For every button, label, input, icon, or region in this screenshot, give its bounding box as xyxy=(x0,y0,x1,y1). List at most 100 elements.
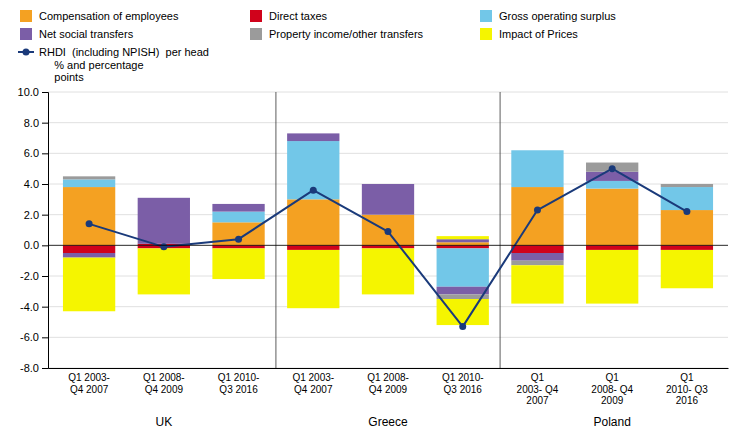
bar-segment xyxy=(586,181,638,189)
x-tick-label: Q12008- Q42009 xyxy=(591,372,633,406)
line-series xyxy=(86,165,691,330)
y-tick-mark xyxy=(42,245,48,246)
y-tick: -4.0 xyxy=(20,301,48,313)
group-label: Greece xyxy=(368,415,408,429)
bar-segment xyxy=(287,133,339,134)
y-tick: 10.0 xyxy=(18,86,48,98)
bar-segment xyxy=(511,261,563,266)
x-tick: Q1 2008-Q4 2009 xyxy=(143,368,185,395)
bar-segment xyxy=(661,184,713,187)
bar-segment xyxy=(287,133,339,141)
bar-segment xyxy=(63,176,115,177)
bar-segment xyxy=(287,245,339,250)
bar-segment xyxy=(138,248,190,294)
x-tick-label: Q12010- Q32016 xyxy=(666,372,708,406)
y-axis: -8.0-6.0-4.0-2.00.02.04.06.08.010.0 xyxy=(18,86,49,374)
legend-item: Property income/other transfers xyxy=(250,28,424,40)
legend-item: Direct taxes xyxy=(250,10,328,22)
line-marker xyxy=(609,165,616,172)
x-tick: Q1 2003-Q4 2007 xyxy=(68,368,110,395)
y-tick-label: -4.0 xyxy=(20,301,39,313)
bar-segment xyxy=(63,187,115,245)
x-tick-label: Q1 2003-Q4 2007 xyxy=(68,372,110,395)
bar-segment xyxy=(287,250,339,308)
legend-swatch xyxy=(250,10,262,22)
bar-segment xyxy=(586,162,638,163)
y-tick: 0.0 xyxy=(24,239,48,251)
legend-item: Compensation of employees xyxy=(20,10,179,22)
bar-segment xyxy=(287,199,339,245)
bar-segment xyxy=(511,253,563,261)
grid-line xyxy=(48,245,728,246)
bar-segment xyxy=(511,265,563,303)
bar-segment xyxy=(586,245,638,250)
y-tick: 4.0 xyxy=(24,178,48,190)
bar-segment xyxy=(661,250,713,288)
bar-segment xyxy=(437,239,489,242)
y-tick-label: 8.0 xyxy=(24,117,39,129)
x-axis: Q1 2003-Q4 2007 Q1 2008-Q4 2009 Q1 2010-Q3… xyxy=(49,368,729,406)
bar-segment xyxy=(437,236,489,239)
bar-segment xyxy=(212,248,264,279)
legend-item: Impact of Prices xyxy=(480,28,578,40)
bar-segment xyxy=(63,176,115,179)
chart: -8.0-6.0-4.0-2.00.02.04.06.08.010.0Q1 20… xyxy=(0,0,743,440)
bar-segment xyxy=(661,184,713,185)
bar-segment xyxy=(63,258,115,312)
x-tick: Q1 2008-Q4 2009 xyxy=(367,368,409,395)
x-tick-label: Q1 2010-Q3 2016 xyxy=(218,372,260,395)
y-tick-mark xyxy=(42,276,48,277)
bar-segment xyxy=(138,198,190,244)
legend-swatch xyxy=(250,28,262,40)
line-marker xyxy=(86,220,93,227)
x-tick-label: Q1 2010-Q3 2016 xyxy=(442,372,484,395)
y-tick-mark xyxy=(42,153,48,154)
bar-segment xyxy=(362,245,414,248)
grid xyxy=(48,92,728,368)
x-tick-label: Q1 2003-Q4 2007 xyxy=(292,372,334,395)
legend-swatch xyxy=(480,10,492,22)
bar-segment xyxy=(511,150,563,151)
bar-segment xyxy=(586,189,638,246)
y-tick-label: 6.0 xyxy=(24,147,39,159)
y-tick-mark xyxy=(42,337,48,338)
bar-segment xyxy=(212,212,264,223)
x-tick-label: Q1 2008-Q4 2009 xyxy=(143,372,185,395)
bar-segment xyxy=(437,245,489,248)
legend-swatch xyxy=(20,28,32,40)
y-tick-mark xyxy=(42,307,48,308)
line-marker xyxy=(683,208,690,215)
x-tick: Q12003- Q42007 xyxy=(517,368,559,406)
legend-swatch xyxy=(20,10,32,22)
x-tick: Q12010- Q32016 xyxy=(666,368,708,406)
grid-line xyxy=(48,153,728,154)
line-marker xyxy=(310,187,317,194)
legend-label: Impact of Prices xyxy=(499,28,578,40)
y-tick-label: 4.0 xyxy=(24,178,39,190)
bar-segment xyxy=(362,184,414,215)
bar-segment xyxy=(362,184,414,185)
bar-segment xyxy=(437,248,489,286)
bar-segment xyxy=(63,179,115,187)
y-tick: -8.0 xyxy=(20,362,48,374)
legend-swatch xyxy=(480,28,492,40)
line-marker xyxy=(160,243,167,250)
legend-swatch xyxy=(23,49,30,56)
y-tick: 6.0 xyxy=(24,147,48,159)
bar-segment xyxy=(511,150,563,151)
y-tick-mark xyxy=(42,92,48,93)
legend-label: Property income/other transfers xyxy=(269,28,424,40)
x-axis-line xyxy=(49,368,729,369)
x-tick: Q1 2003-Q4 2007 xyxy=(292,368,334,395)
legend-item: RHDI (including NPISH) per head % and pe… xyxy=(18,46,209,83)
legend-label: Direct taxes xyxy=(269,10,328,22)
y-tick-label: 0.0 xyxy=(24,239,39,251)
group-separator xyxy=(275,92,276,368)
x-tick: Q1 2010-Q3 2016 xyxy=(218,368,260,395)
bar-segment xyxy=(212,204,264,212)
bar-segment xyxy=(511,245,563,253)
bar-segment xyxy=(511,187,563,245)
x-tick: Q1 2010-Q3 2016 xyxy=(442,368,484,395)
y-tick: -2.0 xyxy=(20,270,48,282)
zero-line xyxy=(48,245,728,246)
